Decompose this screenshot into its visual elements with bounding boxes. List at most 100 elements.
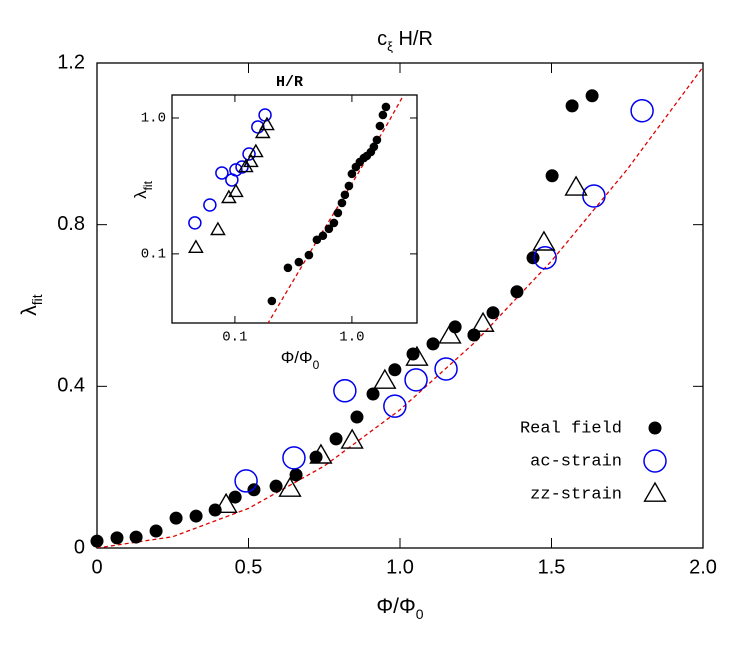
y-tick-label: 0.8 xyxy=(57,213,85,235)
point xyxy=(545,169,559,183)
point xyxy=(242,147,256,161)
point xyxy=(372,135,382,145)
x-axis-label-part: Φ/Φ xyxy=(281,348,313,367)
point xyxy=(329,432,343,446)
legend: Real field ac-strain zz-strain xyxy=(520,419,667,504)
point xyxy=(228,183,244,198)
point xyxy=(90,534,104,548)
chart-title: cξ H/R xyxy=(377,28,433,54)
point xyxy=(366,387,380,401)
point xyxy=(228,490,242,504)
point xyxy=(564,175,588,196)
y-tick-label: 0 xyxy=(74,536,85,558)
y-tick-label: 1.0 xyxy=(141,111,166,127)
legend-label: zz-strain xyxy=(530,485,622,504)
x-tick-label: 0.1 xyxy=(222,330,247,346)
chart-title-part: H/R xyxy=(393,28,433,50)
y-axis-label-part: λ xyxy=(18,305,41,316)
x-axis-label: Φ/Φ0 xyxy=(281,348,320,372)
point xyxy=(229,163,243,177)
point xyxy=(486,306,500,320)
legend-label: ac-strain xyxy=(530,452,622,471)
point xyxy=(373,368,397,389)
point xyxy=(340,428,364,449)
point xyxy=(318,231,328,241)
point xyxy=(510,285,524,299)
point xyxy=(203,198,217,212)
x-tick-label: 1.0 xyxy=(339,330,364,346)
y-axis-label-part: fit xyxy=(29,294,45,305)
point xyxy=(149,524,163,538)
point xyxy=(278,476,302,497)
y-axis-label-part: fit xyxy=(141,180,155,190)
point xyxy=(448,320,462,334)
point xyxy=(381,102,391,112)
point xyxy=(405,345,429,366)
point xyxy=(383,394,407,418)
point xyxy=(188,239,204,253)
x-tick-label: 1.0 xyxy=(386,556,414,578)
point xyxy=(169,511,183,525)
point xyxy=(267,296,277,306)
point xyxy=(215,166,229,180)
point xyxy=(388,363,402,377)
point xyxy=(467,328,481,342)
legend-marker xyxy=(643,449,667,473)
point xyxy=(378,110,388,120)
x-tick-label: 2.0 xyxy=(689,556,717,578)
x-tick-label: 0.5 xyxy=(235,556,263,578)
y-axis-label: λfit xyxy=(131,180,155,199)
point xyxy=(283,263,293,273)
point xyxy=(526,251,540,265)
point xyxy=(269,479,283,493)
point xyxy=(243,153,259,168)
x-axis-label-part: 0 xyxy=(313,358,320,372)
legend-marker xyxy=(643,481,667,502)
point xyxy=(369,142,379,152)
point xyxy=(189,509,203,523)
x-tick-label: 0 xyxy=(91,556,102,578)
point xyxy=(282,446,306,470)
point xyxy=(210,221,226,236)
point xyxy=(188,216,202,230)
point xyxy=(565,99,579,113)
point xyxy=(294,257,304,267)
point xyxy=(247,143,264,158)
point xyxy=(471,311,495,332)
chart-title: H/R xyxy=(276,74,303,91)
x-axis-label-part: 0 xyxy=(416,606,424,622)
point xyxy=(333,379,357,403)
point xyxy=(329,218,339,228)
fit-curve xyxy=(97,66,703,548)
point xyxy=(324,224,334,234)
point xyxy=(333,208,343,218)
chart-title-part: ξ xyxy=(387,39,393,54)
legend-label: Real field xyxy=(520,419,622,438)
point xyxy=(438,323,462,344)
point xyxy=(237,158,254,173)
y-axis-label-part: λ xyxy=(131,190,150,199)
x-tick-label: 1.5 xyxy=(538,556,566,578)
y-tick-label: 0.1 xyxy=(141,247,166,263)
point xyxy=(404,368,428,392)
point xyxy=(289,468,303,482)
y-tick-label: 0.4 xyxy=(57,375,85,397)
point xyxy=(304,250,314,260)
point xyxy=(630,98,654,123)
point xyxy=(434,357,458,381)
x-axis-label-part: Φ/Φ xyxy=(376,595,415,618)
y-tick-label: 1.2 xyxy=(57,51,85,73)
point xyxy=(347,169,357,179)
point xyxy=(340,190,350,200)
y-axis-label: λfit xyxy=(18,294,45,316)
point xyxy=(350,410,364,424)
point xyxy=(375,121,385,131)
point xyxy=(247,483,261,497)
legend-marker xyxy=(648,421,662,435)
x-axis-label: Φ/Φ0 xyxy=(376,595,423,622)
chart-title-part: c xyxy=(377,28,387,50)
point xyxy=(426,337,440,351)
point xyxy=(129,530,143,544)
plot-area xyxy=(171,94,418,324)
